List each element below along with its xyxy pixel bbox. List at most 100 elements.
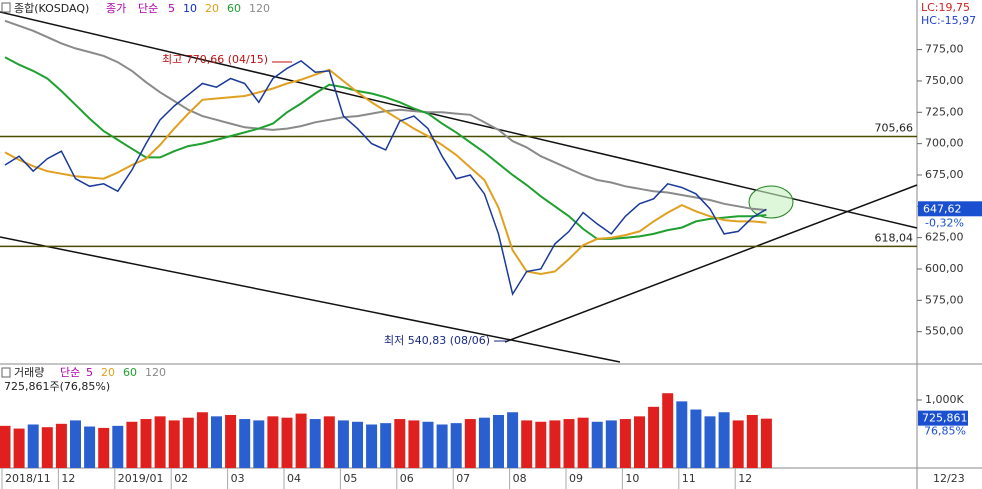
legend-entry: 5 xyxy=(168,2,175,15)
legend-label: 단순 xyxy=(138,2,158,15)
volume-summary: 725,861주(76,85%) xyxy=(4,380,110,393)
volume-bar xyxy=(619,419,631,468)
volume-bar xyxy=(746,414,758,468)
y-tick-label: 750,00 xyxy=(925,74,964,87)
volume-bar xyxy=(267,416,279,468)
last-price-box xyxy=(918,201,982,217)
volume-bar xyxy=(295,413,307,468)
volume-bar xyxy=(704,416,716,468)
change-label: -0,32% xyxy=(925,216,964,229)
y-tick-label: 675,00 xyxy=(925,168,964,181)
volume-bar xyxy=(168,420,180,468)
volume-bar xyxy=(337,420,349,468)
y-tick-label: 700,00 xyxy=(925,137,964,150)
x-tick-label: 2018/11 xyxy=(5,472,51,485)
icon xyxy=(1,367,11,378)
volume-bar xyxy=(591,421,603,468)
legend-label: 종가 xyxy=(106,2,126,15)
volume-bar xyxy=(281,417,293,468)
legend-entry: 10 xyxy=(183,2,197,15)
x-tick-label: 02 xyxy=(174,472,188,485)
level-label: 618,04 xyxy=(875,231,914,244)
legend-entry: 120 xyxy=(249,2,270,15)
volume-bar xyxy=(549,420,561,468)
high-annotation: 최고 770,66 (04/15) xyxy=(162,53,268,66)
x-tick-label: 11 xyxy=(682,472,696,485)
volume-bar xyxy=(563,419,575,468)
x-tick-label: 10 xyxy=(625,472,639,485)
y-tick-label: 550,00 xyxy=(925,325,964,338)
volume-bar xyxy=(577,417,589,468)
volume-bar xyxy=(732,420,744,468)
legend-entry: 60 xyxy=(123,366,137,379)
volume-bar xyxy=(253,420,265,468)
volume-bar xyxy=(112,425,124,468)
trend-line xyxy=(0,236,621,363)
volume-bar xyxy=(140,419,152,468)
x-tick-label: 2019/01 xyxy=(118,472,164,485)
volume-bar xyxy=(211,416,222,468)
volume-bar xyxy=(98,427,110,468)
x-tick-label: 12 xyxy=(61,472,75,485)
volume-bar xyxy=(535,421,547,468)
volume-bar xyxy=(126,421,138,468)
legend-entry: 5 xyxy=(86,366,93,379)
x-tick-label: 08 xyxy=(513,472,527,485)
volume-bar xyxy=(422,421,434,468)
x-tick-label: 04 xyxy=(287,472,301,485)
volume-bar xyxy=(55,423,67,468)
volume-bar xyxy=(225,414,237,468)
last-volume-box xyxy=(918,410,968,426)
lc-label: LC:19,75 xyxy=(921,1,970,14)
x-tick-label: 06 xyxy=(400,472,414,485)
low-annotation: 최저 540,83 (08/06) xyxy=(384,334,490,347)
y-tick-label: 775,00 xyxy=(925,43,964,56)
volume-bar xyxy=(408,420,420,468)
legend-entry: 20 xyxy=(101,366,115,379)
volume-bar xyxy=(154,416,166,468)
volume-bar xyxy=(41,427,53,468)
hc-label: HC:-15,97 xyxy=(921,14,976,27)
legend-entry: 60 xyxy=(227,2,241,15)
volume-bar xyxy=(196,412,208,468)
volume-bar xyxy=(13,428,25,468)
ma-line xyxy=(4,68,767,276)
chart-title: 종합(KOSDAQ) xyxy=(14,2,89,15)
volume-bar xyxy=(70,420,81,468)
volume-bar xyxy=(718,412,730,468)
y-tick-label: 600,00 xyxy=(925,262,964,275)
icon xyxy=(1,2,11,13)
x-tick-label: 09 xyxy=(569,472,583,485)
x-tick-label: 12 xyxy=(738,472,752,485)
trend-line xyxy=(504,184,918,343)
highlight-ellipse xyxy=(748,185,794,219)
volume-bar xyxy=(182,417,194,468)
volume-bar xyxy=(662,393,674,468)
volume-bar xyxy=(648,406,660,468)
level-label: 705,66 xyxy=(875,122,914,135)
volume-bar xyxy=(27,424,39,468)
y-tick-label: 575,00 xyxy=(925,293,964,306)
volume-bar xyxy=(380,423,392,468)
x-tick-label: 07 xyxy=(456,472,470,485)
legend-label: 단순 xyxy=(60,366,80,379)
volume-bar xyxy=(366,424,378,468)
volume-bar xyxy=(309,419,321,468)
x-tick-label: 03 xyxy=(231,472,245,485)
legend-entry: 120 xyxy=(145,366,166,379)
volume-bar xyxy=(634,416,645,468)
volume-bar xyxy=(521,420,533,468)
ratio-label: 76,85% xyxy=(924,425,966,438)
volume-bar xyxy=(464,419,476,468)
volume-bar xyxy=(84,426,96,468)
volume-bar xyxy=(760,418,772,468)
volume-bar xyxy=(507,412,519,468)
y-tick-label: 625,00 xyxy=(925,231,964,244)
price-line xyxy=(4,60,767,297)
cursor-date: 12/23 xyxy=(933,472,965,485)
last-volume-label: 725,861 xyxy=(922,412,968,425)
y-tick-label: 1,000K xyxy=(925,393,964,406)
volume-bar xyxy=(436,424,448,468)
